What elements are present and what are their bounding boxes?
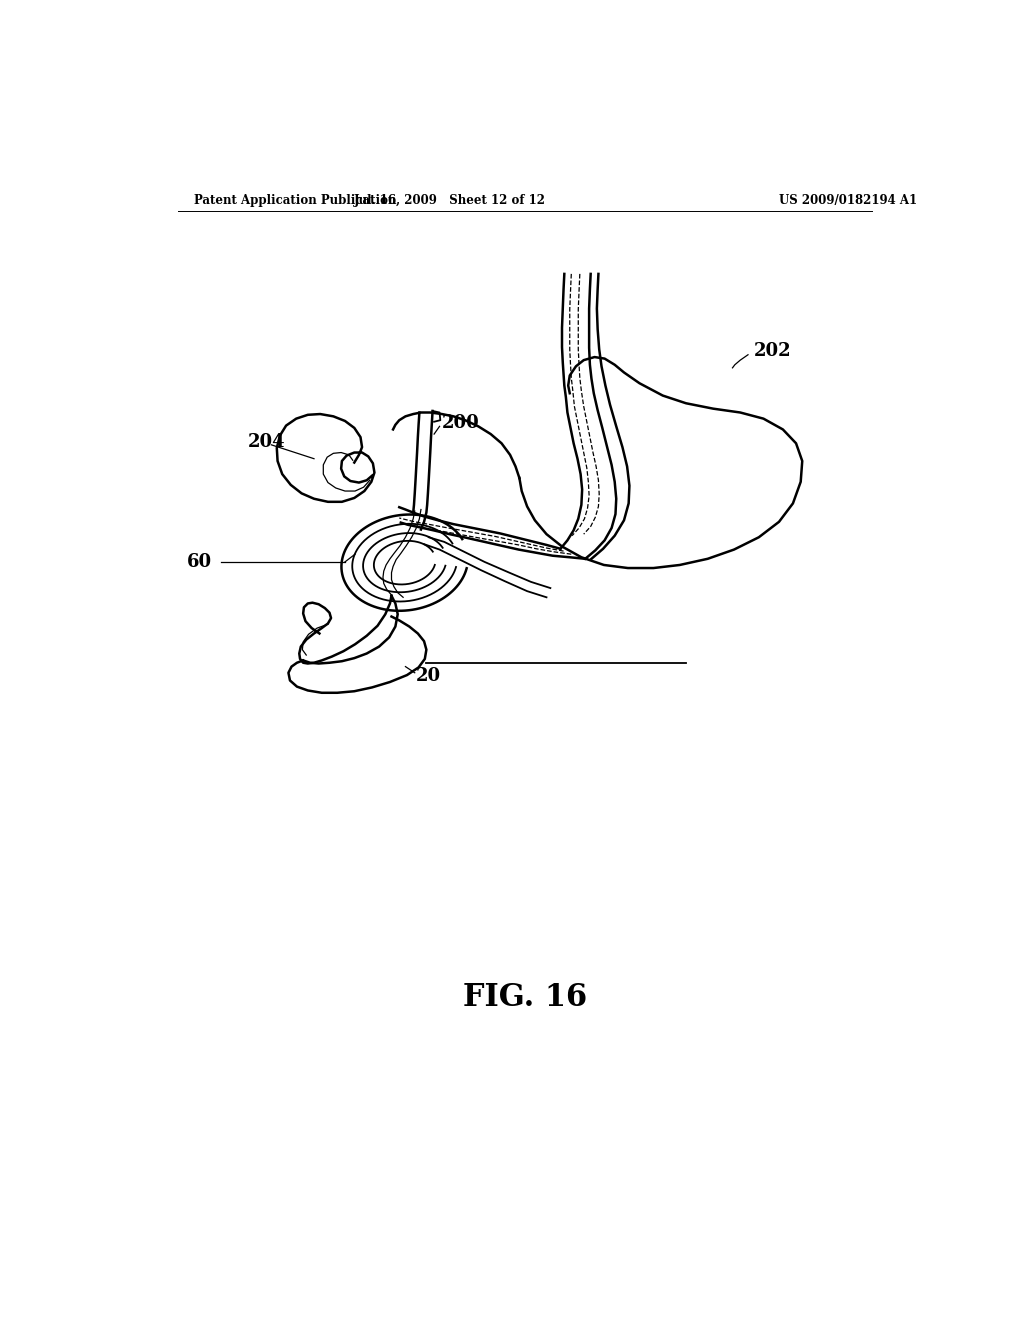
Text: Jul. 16, 2009   Sheet 12 of 12: Jul. 16, 2009 Sheet 12 of 12: [353, 194, 546, 207]
Text: 204: 204: [248, 433, 286, 450]
Text: 202: 202: [755, 342, 792, 360]
Text: FIG. 16: FIG. 16: [463, 982, 587, 1014]
Text: Patent Application Publication: Patent Application Publication: [194, 194, 396, 207]
Text: 20: 20: [417, 667, 441, 685]
Text: US 2009/0182194 A1: US 2009/0182194 A1: [779, 194, 918, 207]
Text: 200: 200: [442, 414, 479, 432]
Text: 60: 60: [186, 553, 212, 570]
